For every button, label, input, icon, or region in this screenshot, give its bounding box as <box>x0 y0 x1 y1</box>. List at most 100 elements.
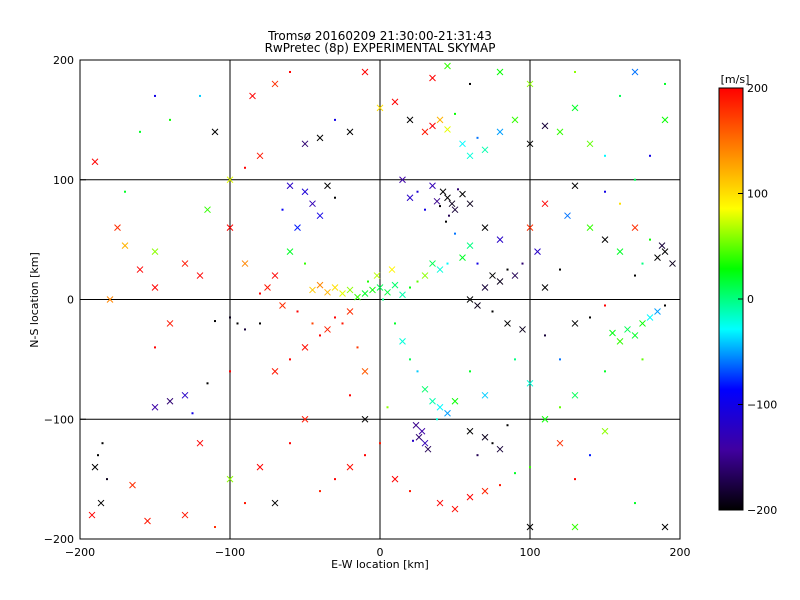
data-point-dot <box>304 262 306 265</box>
colorbar-tick-label: 100 <box>747 188 768 201</box>
data-point-cross <box>624 326 631 333</box>
data-point-cross <box>481 487 489 495</box>
data-point-dot <box>559 268 561 271</box>
data-point-cross <box>526 523 534 531</box>
data-point-dot <box>574 478 576 481</box>
data-point-cross <box>526 379 534 387</box>
data-point-cross <box>448 200 456 208</box>
data-point-dot <box>649 238 651 241</box>
data-point-dot <box>416 370 419 373</box>
data-point-dot <box>409 358 411 361</box>
data-point-cross <box>654 308 661 315</box>
data-point-cross <box>661 248 669 255</box>
data-point-cross <box>406 116 414 124</box>
data-point-cross <box>511 272 519 279</box>
data-point-dot <box>664 82 666 85</box>
data-point-cross <box>459 140 466 148</box>
data-point-cross <box>91 158 99 166</box>
data-point-cross <box>399 176 406 184</box>
data-point-cross <box>631 332 639 339</box>
data-point-cross <box>571 523 579 531</box>
data-point-cross <box>384 288 391 296</box>
data-point-cross <box>388 266 396 273</box>
data-point-dot <box>424 208 426 211</box>
data-point-dot <box>169 118 171 121</box>
data-point-cross <box>415 433 423 441</box>
data-point-cross <box>279 302 286 309</box>
data-point-dot <box>319 490 321 493</box>
data-point-cross <box>211 128 219 136</box>
data-point-cross <box>481 146 489 154</box>
y-tick-label: 200 <box>53 54 74 67</box>
data-point-dot <box>506 424 509 427</box>
data-point-dot <box>311 322 314 325</box>
y-axis-label: N-S location [km] <box>28 252 41 348</box>
colorbar-tick-label: −200 <box>747 504 777 517</box>
data-point-cross <box>301 140 309 148</box>
data-point-dot <box>206 382 209 385</box>
data-point-dot <box>334 118 336 121</box>
data-point-cross <box>354 293 361 301</box>
x-tick-label: 0 <box>377 546 384 559</box>
data-point-cross <box>541 284 549 291</box>
data-point-cross <box>226 475 234 483</box>
data-point-cross <box>256 463 264 471</box>
data-point-dot <box>412 439 414 442</box>
colorbar-ticks: 200 100 0 −100 −200 <box>738 82 777 517</box>
data-point-dot <box>641 262 644 265</box>
data-point-cross <box>309 200 316 208</box>
data-point-dot <box>634 502 636 505</box>
data-point-dot <box>356 346 359 349</box>
data-point-dot <box>289 442 291 445</box>
data-point-cross <box>451 397 459 405</box>
data-point-cross <box>661 116 669 124</box>
data-point-cross <box>286 248 294 255</box>
data-point-dot <box>214 320 216 323</box>
data-point-cross <box>129 481 136 489</box>
data-point-dot <box>529 466 531 469</box>
data-point-cross <box>249 92 256 100</box>
data-point-cross <box>466 493 474 501</box>
data-point-cross <box>481 284 489 291</box>
data-point-dot <box>544 334 546 337</box>
data-point-dot <box>386 406 389 409</box>
data-point-dot <box>457 188 459 191</box>
data-point-dot <box>349 394 351 397</box>
data-point-cross <box>324 326 331 333</box>
data-point-cross <box>271 272 279 279</box>
data-point-cross <box>658 242 666 249</box>
data-point-cross <box>616 338 624 345</box>
data-point-cross <box>601 427 609 435</box>
data-point-dot <box>454 232 456 235</box>
colorbar-tick-label: 200 <box>747 82 768 95</box>
data-point-dot <box>364 454 366 457</box>
y-tick-label: 0 <box>67 294 74 307</box>
data-point-dot <box>514 358 516 361</box>
data-point-cross <box>339 290 346 297</box>
x-axis-label: E-W location [km] <box>331 558 429 571</box>
data-point-cross <box>144 517 151 525</box>
data-point-cross <box>361 290 369 297</box>
data-point-cross <box>324 182 331 190</box>
data-point-cross <box>196 439 204 447</box>
data-point-cross <box>526 80 534 88</box>
data-point-dot <box>334 478 336 481</box>
data-point-dot <box>664 304 666 307</box>
data-point-cross <box>639 320 646 327</box>
data-point-dot <box>454 112 456 115</box>
data-point-dot <box>649 154 651 157</box>
data-point-cross <box>406 194 414 202</box>
data-point-dot <box>379 442 381 445</box>
data-point-cross <box>526 140 534 148</box>
data-point-cross <box>301 344 309 351</box>
data-point-cross <box>204 206 211 214</box>
data-point-cross <box>424 445 432 453</box>
data-point-dot <box>416 280 419 283</box>
data-point-dot <box>281 208 284 211</box>
data-point-dot <box>236 322 239 325</box>
data-point-cross <box>489 272 496 279</box>
data-point-dot <box>445 220 447 223</box>
data-point-cross <box>459 190 466 198</box>
data-point-cross <box>511 116 519 124</box>
data-point-dot <box>634 178 636 181</box>
